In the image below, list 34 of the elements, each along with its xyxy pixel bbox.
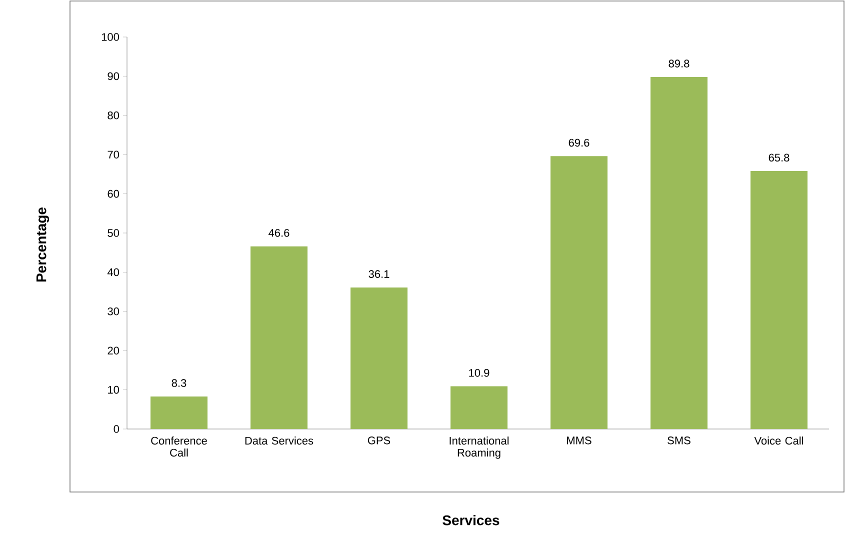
data-label: 69.6 [568, 138, 590, 147]
y-tick-label: 40 [107, 268, 120, 276]
data-label: 10.9 [469, 368, 490, 377]
x-tick-label: GPS [368, 436, 390, 444]
x-tick-label: Conference Call [151, 436, 207, 457]
bar [550, 156, 608, 429]
data-label: 46.6 [268, 229, 290, 237]
bar [750, 171, 808, 429]
y-tick-label: 0 [114, 425, 120, 433]
data-label: 65.8 [768, 154, 790, 162]
x-tick-label: MMS [567, 436, 592, 444]
y-tick-label: 50 [108, 229, 120, 237]
y-tick-label: 100 [102, 33, 120, 41]
bar [150, 396, 208, 429]
x-tick-label: Data Services [245, 436, 314, 445]
y-tick-label: 20 [108, 346, 120, 354]
data-label: 89.8 [668, 60, 690, 68]
y-tick-label: 80 [108, 112, 120, 120]
x-tick-label: SMS [668, 436, 690, 444]
x-tick-label: International Roaming [450, 436, 509, 459]
y-tick-label: 60 [108, 190, 120, 198]
bar [650, 76, 708, 429]
y-tick-label: 90 [108, 72, 120, 80]
data-label: 36.1 [368, 270, 390, 278]
y-tick-label: 70 [108, 150, 120, 158]
bar [350, 287, 408, 429]
bar [450, 386, 508, 429]
y-tick-label: 30 [108, 308, 120, 316]
bar [250, 246, 308, 429]
data-label: 8.3 [172, 379, 186, 387]
y-axis-title: Percentage [36, 208, 50, 282]
x-tick-label: Voice Call [754, 436, 804, 445]
x-axis-title: Services [442, 514, 500, 526]
y-tick-label: 10 [108, 386, 120, 394]
